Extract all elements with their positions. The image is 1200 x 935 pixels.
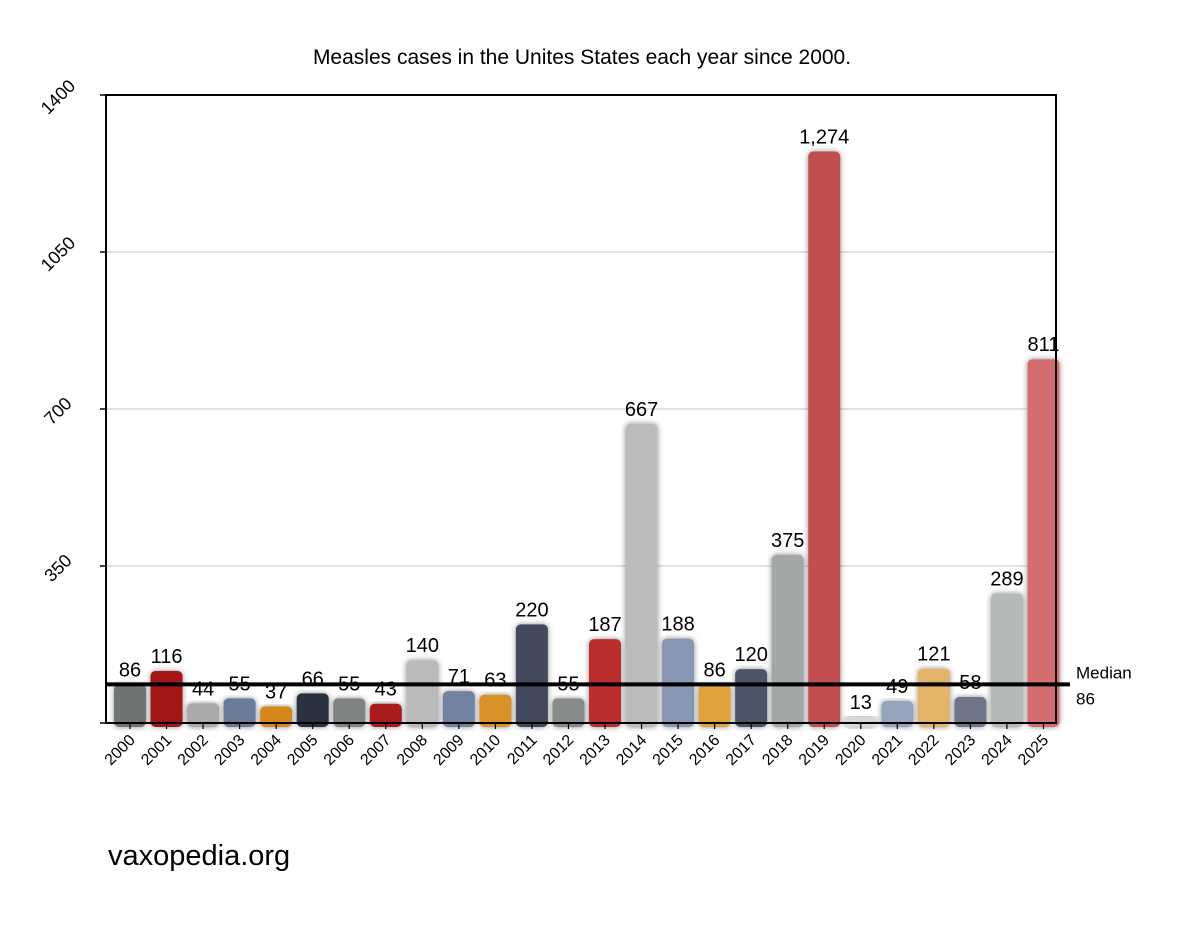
x-tick-label: 2011 <box>504 732 540 768</box>
bar <box>187 703 220 727</box>
y-tick-label: 350 <box>40 550 75 585</box>
bar <box>808 151 841 727</box>
data-label: 66 <box>302 668 324 690</box>
bar <box>515 624 548 727</box>
bar <box>552 698 585 727</box>
footer-source: vaxopedia.org <box>108 840 291 872</box>
x-tick-label: 2008 <box>394 732 431 769</box>
x-tick-label: 2023 <box>942 732 979 769</box>
x-tick-label: 2016 <box>686 732 723 769</box>
data-label: 49 <box>886 676 908 698</box>
x-axis-ticks: 2000 2001 2002 2003 2004 2005 2006 2007 2008 2009… <box>102 723 1052 769</box>
data-label: 120 <box>734 644 767 666</box>
median-label-title: Median <box>1076 663 1132 682</box>
x-tick-label: 2002 <box>175 732 212 769</box>
data-label: 116 <box>151 646 183 668</box>
x-tick-label: 2019 <box>796 732 833 769</box>
bar <box>296 693 329 727</box>
x-tick-label: 2006 <box>321 732 358 769</box>
data-label: 140 <box>406 635 439 657</box>
data-label: 1,274 <box>799 127 849 149</box>
bar <box>150 670 183 727</box>
data-label: 667 <box>625 399 658 421</box>
bar <box>114 684 146 727</box>
data-label: 289 <box>990 568 1023 590</box>
x-tick-label: 2018 <box>759 732 796 769</box>
bar <box>698 684 731 727</box>
x-tick-label: 2001 <box>138 732 175 769</box>
x-tick-label: 2007 <box>357 732 394 769</box>
bar <box>954 696 987 727</box>
bar <box>406 660 439 727</box>
bar <box>442 691 475 727</box>
x-tick-label: 2012 <box>540 732 577 769</box>
gridlines <box>106 251 1056 567</box>
chart-title: Measles cases in the Unites States each … <box>313 46 851 69</box>
bar <box>990 593 1023 727</box>
data-label: 188 <box>661 614 694 636</box>
x-tick-label: 2025 <box>1015 732 1052 769</box>
bar <box>881 701 914 727</box>
x-tick-label: 2009 <box>430 732 467 769</box>
data-label: 220 <box>515 599 548 621</box>
data-label: 375 <box>771 530 804 552</box>
x-tick-label: 2017 <box>723 732 760 769</box>
bar <box>479 694 512 727</box>
data-label: 44 <box>192 678 214 700</box>
data-label: 86 <box>119 659 141 681</box>
x-tick-label: 2014 <box>613 732 650 769</box>
bar <box>735 669 768 727</box>
y-tick-label: 1400 <box>37 76 79 118</box>
bar <box>917 668 950 727</box>
y-tick-label: 700 <box>40 393 75 428</box>
data-label: 187 <box>588 614 621 636</box>
x-tick-label: 2003 <box>211 732 248 769</box>
x-tick-label: 2021 <box>869 732 906 769</box>
x-tick-label: 2015 <box>650 732 687 769</box>
x-tick-label: 2020 <box>832 732 869 769</box>
bar <box>771 554 804 727</box>
bars-group <box>114 151 1060 727</box>
median-group: Median 86 <box>106 663 1132 708</box>
data-label: 13 <box>850 692 872 714</box>
bar <box>223 698 256 727</box>
data-label: 37 <box>265 681 287 703</box>
bar <box>1027 359 1060 727</box>
bar <box>625 423 658 727</box>
x-tick-label: 2004 <box>248 732 285 769</box>
y-tick-label: 1050 <box>37 233 79 275</box>
data-label: 63 <box>484 670 506 692</box>
median-label-value: 86 <box>1076 689 1095 708</box>
y-axis-ticks: 350 700 1050 1400 <box>37 76 106 724</box>
data-label: 811 <box>1028 334 1060 356</box>
data-label: 43 <box>375 679 397 701</box>
x-tick-label: 2000 <box>102 732 139 769</box>
x-tick-label: 2005 <box>284 732 321 769</box>
x-tick-label: 2010 <box>467 732 504 769</box>
bar <box>260 706 293 727</box>
bar <box>333 698 366 727</box>
x-tick-label: 2013 <box>577 732 614 769</box>
data-label: 86 <box>703 659 725 681</box>
data-label: 121 <box>917 644 950 666</box>
x-tick-label: 2024 <box>979 732 1016 769</box>
x-tick-label: 2022 <box>905 732 942 769</box>
bar <box>369 703 402 727</box>
